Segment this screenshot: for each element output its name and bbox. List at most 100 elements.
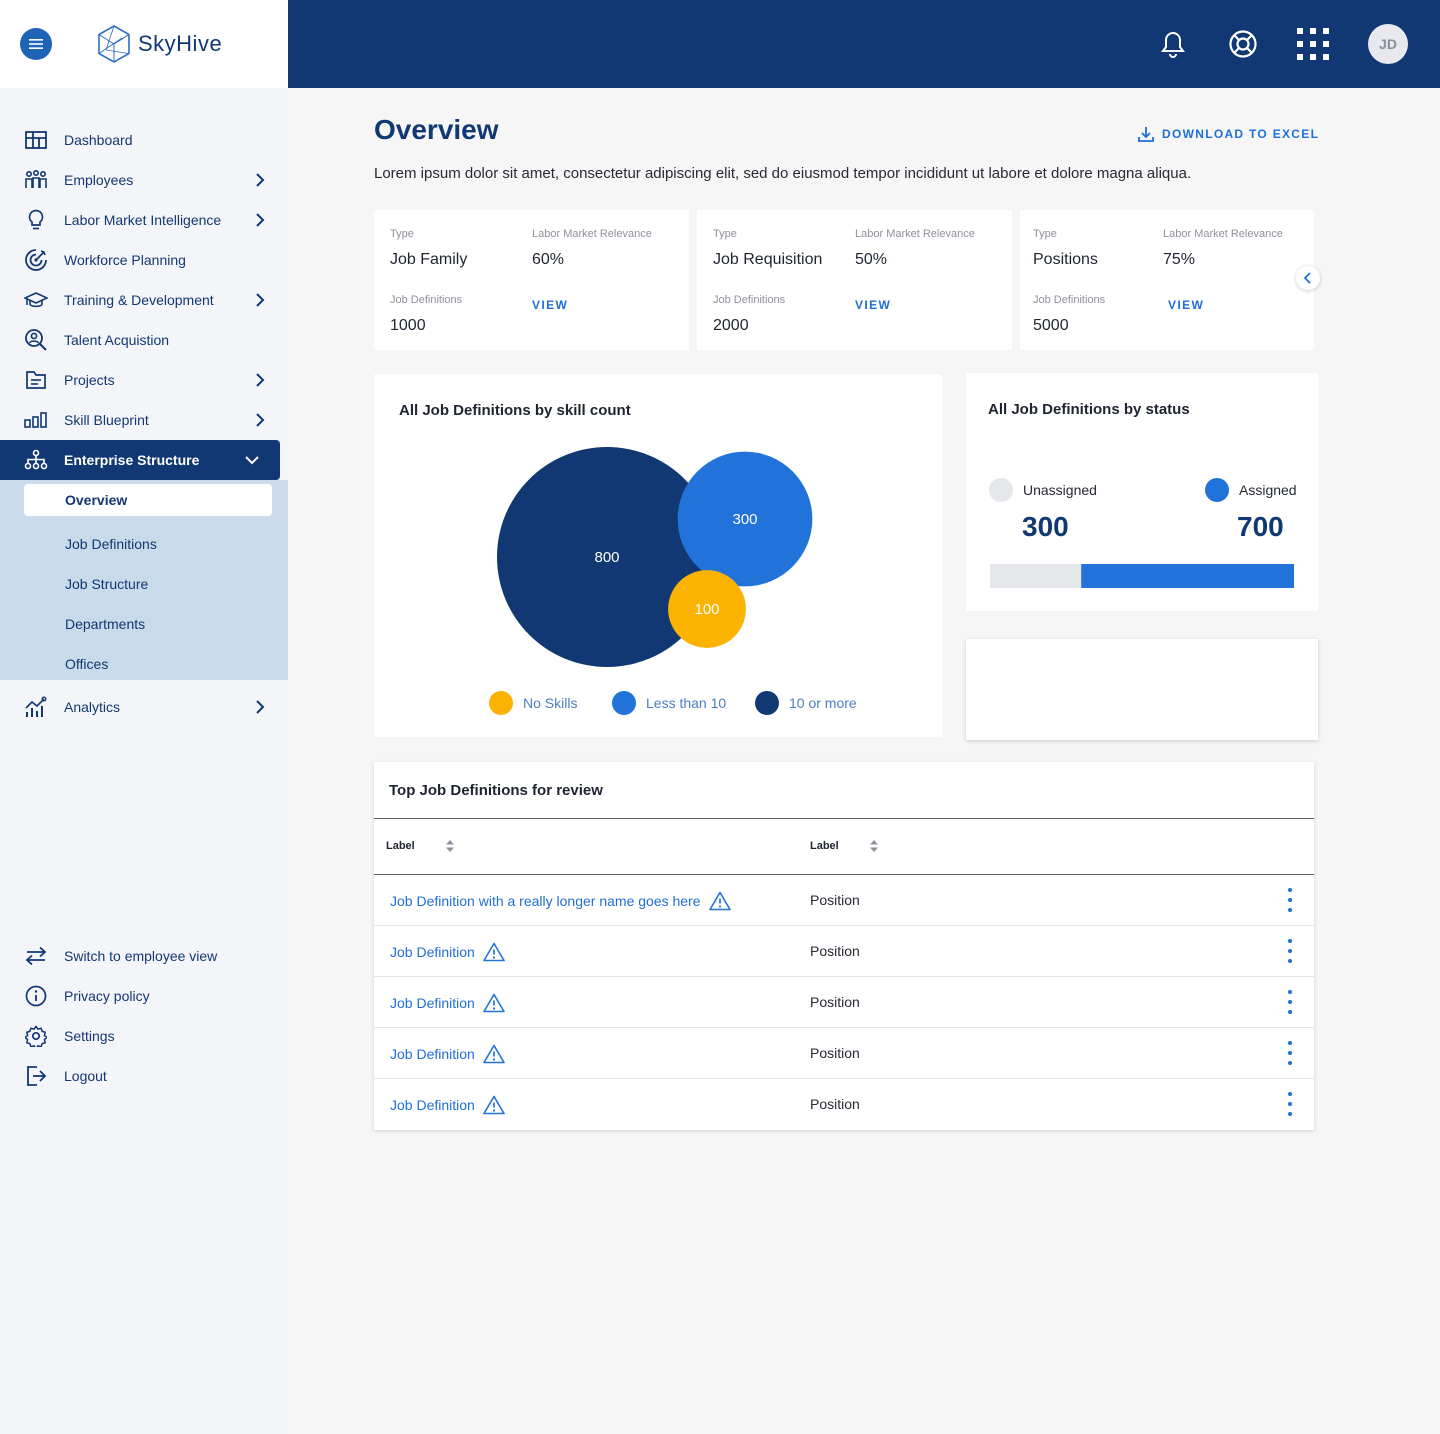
bubble-no-skills bbox=[668, 570, 746, 648]
sidebar-item-dashboard[interactable]: Dashboard bbox=[0, 120, 288, 160]
column-header-name[interactable]: Label bbox=[386, 839, 455, 853]
target-icon bbox=[24, 248, 48, 272]
sidebar-item-label: Dashboard bbox=[64, 132, 133, 148]
type-value: Positions bbox=[1033, 251, 1098, 268]
chevron-left-icon bbox=[1303, 272, 1311, 284]
help-button[interactable] bbox=[1223, 24, 1263, 64]
definitions-label: Job Definitions bbox=[390, 294, 463, 306]
unassigned-count: 300 bbox=[1022, 511, 1069, 542]
summary-card: Type Job Requisition Labor Market Releva… bbox=[697, 210, 1012, 350]
menu-toggle-button[interactable] bbox=[20, 28, 52, 60]
sidebar-item-analytics[interactable]: Analytics bbox=[0, 687, 288, 727]
chevron-right-icon bbox=[256, 413, 265, 427]
switch-employee-view-link[interactable]: Switch to employee view bbox=[0, 936, 288, 976]
apps-grid-icon bbox=[1297, 28, 1329, 60]
table-row: Job Definition Position bbox=[374, 926, 1314, 977]
view-link[interactable]: VIEW bbox=[532, 298, 569, 312]
notifications-button[interactable] bbox=[1153, 24, 1193, 64]
warning-icon bbox=[483, 1044, 505, 1064]
job-definition-name: Job Definition bbox=[390, 944, 475, 960]
sidebar-item-employees[interactable]: Employees bbox=[0, 160, 288, 200]
position-cell: Position bbox=[810, 1096, 860, 1112]
legend-label: 10 or more bbox=[789, 695, 857, 711]
people-icon bbox=[24, 168, 48, 192]
skill-count-chart-card: All Job Definitions by skill count 800 30… bbox=[374, 374, 942, 737]
bell-icon bbox=[1161, 31, 1185, 58]
hexagon-logo-icon bbox=[98, 25, 130, 63]
lightbulb-icon bbox=[24, 208, 48, 232]
skyhive-logo[interactable]: SkyHive bbox=[96, 24, 222, 64]
bubble-value-label: 300 bbox=[732, 511, 757, 528]
legend-label: Assigned bbox=[1239, 482, 1297, 498]
row-menu-button[interactable] bbox=[1280, 1041, 1300, 1065]
legend-label: Unassigned bbox=[1023, 482, 1097, 498]
definitions-label: Job Definitions bbox=[1033, 294, 1106, 306]
user-avatar[interactable]: JD bbox=[1368, 24, 1408, 64]
job-definition-link[interactable]: Job Definition bbox=[390, 942, 505, 962]
info-icon bbox=[24, 984, 48, 1008]
row-menu-button[interactable] bbox=[1280, 1092, 1300, 1116]
bubble-10-or-more bbox=[497, 447, 717, 667]
subnav-item-job-definitions[interactable]: Job Definitions bbox=[65, 536, 157, 552]
subnav-item-overview[interactable]: Overview bbox=[24, 484, 272, 516]
logout-link[interactable]: Logout bbox=[0, 1056, 288, 1096]
warning-icon bbox=[483, 993, 505, 1013]
relevance-value: 50% bbox=[855, 251, 888, 268]
sidebar-item-projects[interactable]: Projects bbox=[0, 360, 288, 400]
privacy-policy-link[interactable]: Privacy policy bbox=[0, 976, 288, 1016]
carousel-prev-button[interactable] bbox=[1296, 266, 1320, 290]
row-menu-button[interactable] bbox=[1280, 990, 1300, 1014]
sidebar-item-workforce-planning[interactable]: Workforce Planning bbox=[0, 240, 288, 280]
job-definition-link[interactable]: Job Definition bbox=[390, 993, 505, 1013]
table-row: Job Definition Position bbox=[374, 977, 1314, 1028]
sidebar-item-skill-blueprint[interactable]: Skill Blueprint bbox=[0, 400, 288, 440]
column-header-position[interactable]: Label bbox=[810, 839, 879, 853]
legend-swatch bbox=[489, 691, 513, 715]
row-menu-button[interactable] bbox=[1280, 888, 1300, 912]
view-link[interactable]: VIEW bbox=[855, 298, 892, 312]
row-menu-button[interactable] bbox=[1280, 939, 1300, 963]
legend-label: No Skills bbox=[523, 695, 578, 711]
bubble-less-than-10 bbox=[677, 451, 813, 587]
page-description: Lorem ipsum dolor sit amet, consectetur … bbox=[374, 165, 1192, 182]
position-cell: Position bbox=[810, 892, 860, 908]
type-label: Type bbox=[713, 228, 737, 240]
subnav-item-offices[interactable]: Offices bbox=[65, 656, 109, 672]
sidebar-item-labor-market-intelligence[interactable]: Labor Market Intelligence bbox=[0, 200, 288, 240]
table-title: Top Job Definitions for review bbox=[389, 782, 603, 799]
definitions-label: Job Definitions bbox=[713, 294, 786, 306]
folder-icon bbox=[24, 368, 48, 392]
job-definition-link[interactable]: Job Definition with a really longer name… bbox=[390, 891, 731, 911]
apps-button[interactable] bbox=[1293, 24, 1333, 64]
relevance-label: Labor Market Relevance bbox=[1163, 228, 1283, 240]
definitions-value: 1000 bbox=[390, 317, 426, 334]
relevance-value: 75% bbox=[1163, 251, 1196, 268]
swap-icon bbox=[24, 944, 48, 968]
view-link[interactable]: VIEW bbox=[1168, 298, 1205, 312]
subnav-item-departments[interactable]: Departments bbox=[65, 616, 146, 632]
job-definition-link[interactable]: Job Definition bbox=[390, 1095, 505, 1115]
sidebar-item-label: Training & Development bbox=[64, 292, 214, 308]
chart-title: All Job Definitions by status bbox=[988, 401, 1190, 418]
sidebar-item-talent-acquisition[interactable]: Talent Acquistion bbox=[0, 320, 288, 360]
type-label: Type bbox=[390, 228, 414, 240]
legend-swatch bbox=[989, 478, 1013, 502]
sidebar-item-enterprise-structure[interactable]: Enterprise Structure bbox=[0, 440, 280, 480]
settings-link[interactable]: Settings bbox=[0, 1016, 288, 1056]
sidebar-item-label: Switch to employee view bbox=[64, 948, 218, 964]
chevron-down-icon bbox=[245, 456, 259, 465]
page-title: Overview bbox=[374, 114, 499, 145]
download-excel-button[interactable]: DOWNLOAD TO EXCEL bbox=[1138, 126, 1319, 142]
sidebar-item-label: Settings bbox=[64, 1028, 115, 1044]
sidebar-item-label: Labor Market Intelligence bbox=[64, 212, 222, 228]
relevance-label: Labor Market Relevance bbox=[855, 228, 975, 240]
job-definition-link[interactable]: Job Definition bbox=[390, 1044, 505, 1064]
column-label: Label bbox=[386, 840, 415, 852]
type-value: Job Family bbox=[390, 251, 468, 268]
subnav-item-job-structure[interactable]: Job Structure bbox=[65, 576, 149, 592]
sidebar-item-training-development[interactable]: Training & Development bbox=[0, 280, 288, 320]
table-row: Job Definition Position bbox=[374, 1028, 1314, 1079]
assigned-legend: Assigned bbox=[1205, 478, 1297, 502]
sort-icon bbox=[869, 840, 878, 852]
bars-icon bbox=[24, 408, 48, 432]
